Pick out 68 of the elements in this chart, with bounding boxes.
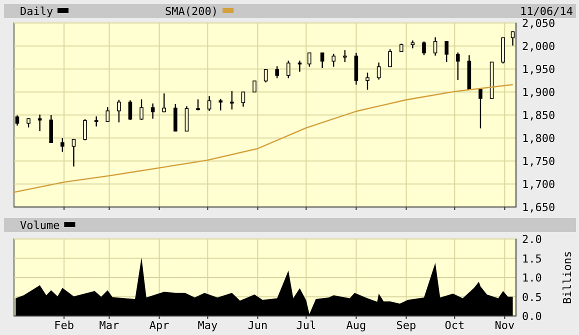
candlestick <box>72 138 76 168</box>
candlestick <box>422 40 426 56</box>
candlestick <box>298 60 302 72</box>
x-tick-label: Jul <box>296 319 316 332</box>
candlestick <box>94 116 98 128</box>
y-tick-label: 1,900 <box>522 86 556 99</box>
candlestick <box>196 98 200 111</box>
candlestick <box>174 103 178 132</box>
candlestick <box>83 118 87 141</box>
y-tick-label: 1,700 <box>522 178 556 191</box>
candlestick <box>49 114 54 144</box>
line-series <box>13 84 514 193</box>
x-tick-label: Oct <box>444 319 465 332</box>
y-tick-label: 0.5 <box>522 290 542 304</box>
y-tick-label: 2,050 <box>522 17 556 30</box>
candlestick <box>207 96 212 112</box>
x-tick-label: Nov <box>494 319 516 332</box>
y-tick-label: 1.0 <box>522 272 542 284</box>
candlestick <box>456 52 460 81</box>
x-tick-label: Jun <box>248 319 268 332</box>
candlestick <box>140 98 144 121</box>
candlestick <box>252 80 256 92</box>
candlestick <box>320 52 324 69</box>
candlestick <box>388 48 392 68</box>
x-tick-label: May <box>198 319 218 332</box>
candlestick <box>60 137 64 152</box>
y-tick-label: 1,950 <box>522 63 556 76</box>
candlestick <box>106 106 110 122</box>
y-tick-label: 2.0 <box>522 233 542 246</box>
candlestick <box>218 98 223 111</box>
legend-label: Volume <box>20 219 60 232</box>
x-tick-label: Apr <box>149 319 170 332</box>
candlestick <box>286 60 290 79</box>
candlestick <box>366 72 370 90</box>
candlestick <box>275 66 280 79</box>
candlestick <box>478 88 482 129</box>
candlestick <box>241 90 246 108</box>
candlestick <box>264 68 268 83</box>
y-tick-label: 2,000 <box>522 40 556 53</box>
y-tick-label: 0.0 <box>522 310 542 323</box>
candlestick <box>184 106 189 132</box>
y-tick-label: 1,800 <box>522 132 556 145</box>
y-tick-label: 1.5 <box>522 252 542 266</box>
y-axis-title: Billions <box>561 251 574 304</box>
candlestick <box>332 53 336 68</box>
candlestick <box>444 40 448 63</box>
x-tick-label: Aug <box>346 319 366 332</box>
x-tick-label: Feb <box>54 319 74 332</box>
candlestick <box>230 90 234 110</box>
candlestick <box>15 114 20 126</box>
candlestick <box>38 114 42 132</box>
x-tick-label: Mar <box>99 319 120 332</box>
y-tick-label: 1,750 <box>522 155 556 168</box>
candlestick <box>433 36 438 56</box>
candlestick <box>26 118 30 128</box>
legend-label: Daily <box>20 5 54 18</box>
legend-label: SMA(200) <box>165 5 218 18</box>
x-tick-label: Sep <box>396 319 416 332</box>
candlestick <box>343 50 347 63</box>
candlestick <box>307 52 312 68</box>
y-tick-label: 1,650 <box>522 201 556 214</box>
text: 11/06/14 <box>520 5 574 18</box>
candlestick <box>150 102 155 120</box>
candlestick <box>128 100 132 121</box>
candlestick <box>376 62 381 80</box>
candlestick <box>117 99 121 123</box>
y-tick-label: 1,850 <box>522 109 556 122</box>
candlestick <box>162 92 166 113</box>
